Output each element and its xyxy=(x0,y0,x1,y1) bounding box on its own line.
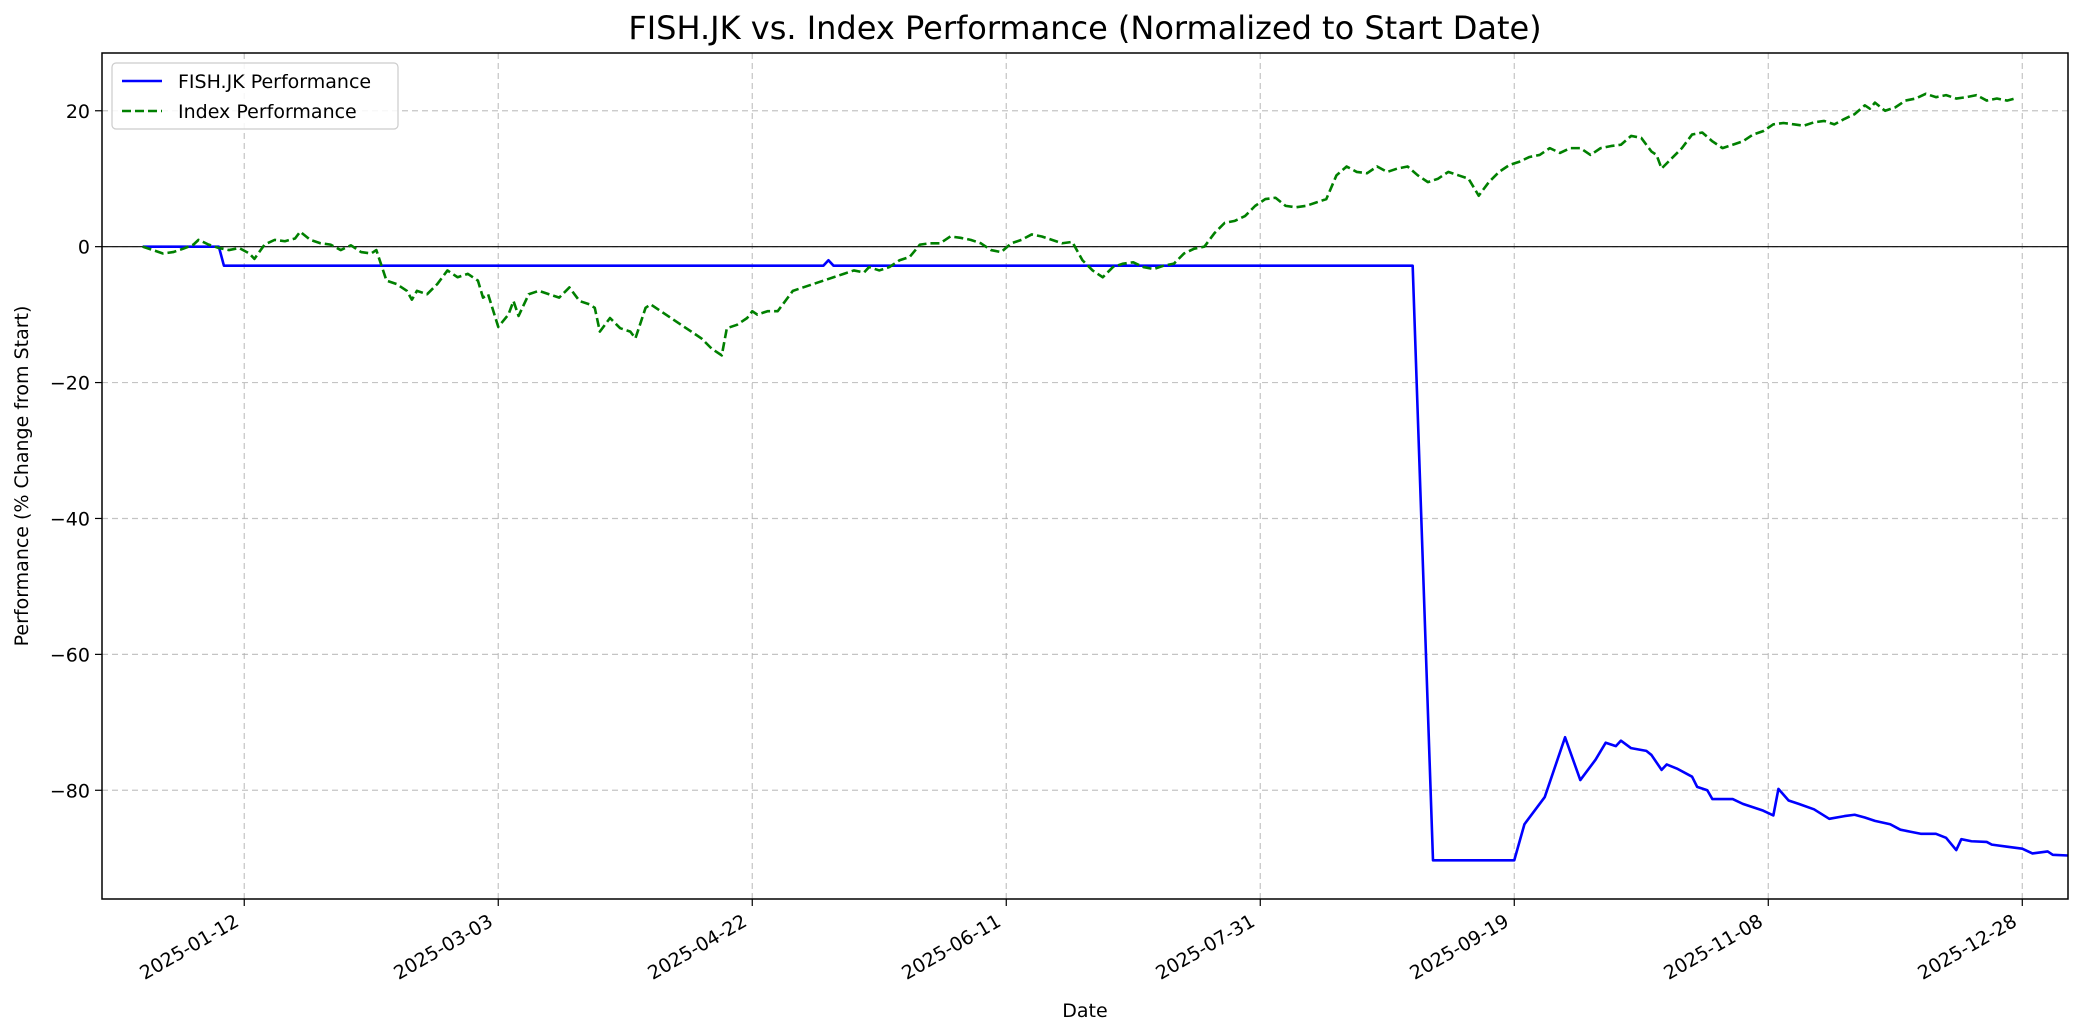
legend-label-index: Index Performance xyxy=(178,101,357,123)
y-tick-label: 20 xyxy=(66,101,90,123)
series-line-fish xyxy=(142,245,2069,862)
y-tick-label: −20 xyxy=(50,373,90,395)
series-line-index xyxy=(142,92,2018,357)
plot-frame xyxy=(101,52,2069,900)
y-tick-label: −80 xyxy=(50,780,90,802)
y-axis-label: Performance (% Change from Start) xyxy=(11,306,33,647)
y-tick-label: −60 xyxy=(50,644,90,666)
y-axis-ticks: 20 0 −20 −40 −60 −80 xyxy=(50,101,102,802)
y-tick-label: 0 xyxy=(78,237,90,259)
y-tick-label: −40 xyxy=(50,508,90,530)
chart-title: FISH.JK vs. Index Performance (Normalize… xyxy=(628,9,1541,47)
legend: FISH.JK Performance Index Performance xyxy=(111,62,399,130)
x-axis-label: Date xyxy=(1062,1000,1107,1022)
legend-label-fish: FISH.JK Performance xyxy=(178,71,371,93)
series-layer xyxy=(142,92,2069,862)
legend-box xyxy=(111,62,399,130)
